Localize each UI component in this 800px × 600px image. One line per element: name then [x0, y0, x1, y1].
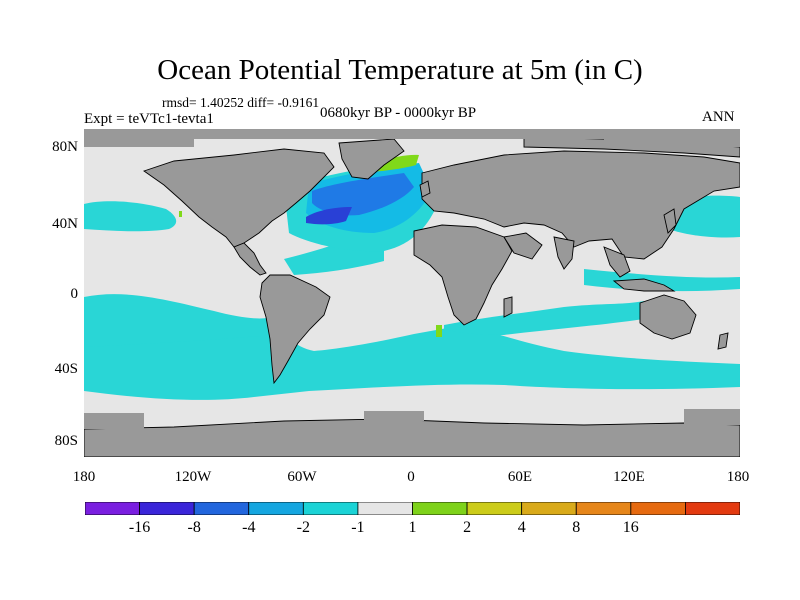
labrador-core	[306, 207, 352, 225]
colorbar-box-6	[412, 502, 468, 515]
cool-anomaly-regions-stronger	[312, 173, 414, 216]
plot-title: Ocean Potential Temperature at 5m (in C)	[157, 54, 643, 86]
arabia	[503, 232, 543, 260]
south-indian-band	[444, 301, 644, 335]
lon-label-120e: 120E	[613, 469, 645, 485]
colorbar-box-10	[630, 502, 686, 515]
land-masses	[84, 136, 740, 457]
lat-label-80s: 80S	[54, 433, 78, 449]
arctic-block-2	[84, 139, 194, 147]
lon-label-120w: 120W	[174, 469, 212, 485]
lon-label-180e: 180	[726, 469, 750, 485]
season-label: ANN	[702, 109, 735, 125]
colorbar-label-3: -2	[296, 519, 310, 536]
lat-label-40s: 40S	[54, 361, 78, 377]
colorbar-box-2	[193, 502, 250, 515]
lat-label-40n: 40N	[52, 216, 78, 232]
colorbar-label-7: 4	[517, 519, 526, 536]
antarctic-block-3	[684, 409, 740, 425]
temperature-anomaly-map	[84, 129, 740, 457]
greenland	[338, 138, 405, 180]
rmsd-diff-stats: rmsd= 1.40252 diff= -0.9161	[162, 95, 320, 110]
indonesia	[612, 278, 676, 292]
colorbar-box-1	[139, 502, 195, 515]
benguela-warm	[436, 325, 442, 337]
antarctic-block-2	[364, 411, 424, 421]
africa	[413, 224, 513, 326]
north-america	[143, 148, 335, 248]
india	[553, 236, 575, 270]
pacific-warm-spot	[179, 211, 182, 217]
colorbar-label-1: -8	[187, 519, 201, 536]
arctic-block-3	[604, 139, 740, 147]
australia	[639, 294, 697, 340]
arctic-block-1	[84, 129, 740, 139]
colorbar-label-9: 16	[622, 519, 639, 536]
madagascar	[503, 296, 513, 318]
colorbar-label-5: 1	[408, 519, 417, 536]
colorbar-label-2: -4	[242, 519, 256, 536]
lon-label-180w: 180	[72, 469, 96, 485]
southeast-asia	[603, 246, 631, 278]
colorbar-box-4	[302, 502, 359, 515]
uk	[419, 180, 431, 198]
gulf-stream-region	[312, 173, 414, 216]
lat-label-80n: 80N	[52, 139, 78, 155]
north-pacific-west	[84, 201, 177, 232]
colorbar-box-7	[466, 502, 523, 515]
south-pacific-band	[84, 294, 274, 347]
lon-label-0: 0	[407, 469, 415, 485]
colorbar-box-0	[85, 502, 140, 515]
colorbar-label-8: 8	[572, 519, 581, 536]
eurasia	[421, 150, 740, 260]
grid-land-blocks	[84, 129, 740, 429]
central-america	[233, 242, 267, 276]
cool-anomaly-regions-strongest	[306, 207, 352, 225]
colorbar-box-11	[685, 502, 740, 515]
colorbar-label-0: -16	[128, 519, 151, 536]
colorbar-box-5	[357, 502, 413, 515]
lat-label-0: 0	[70, 286, 79, 302]
time-period-label: 0680kyr BP - 0000kyr BP	[320, 105, 477, 121]
colorbar	[85, 502, 740, 515]
japan	[663, 208, 677, 234]
colorbar-box-9	[575, 502, 632, 515]
experiment-label: Expt = teVTc1-tevta1	[84, 111, 214, 127]
south-america	[259, 274, 331, 385]
colorbar-box-3	[248, 502, 304, 515]
colorbar-box-8	[521, 502, 577, 515]
colorbar-label-4: -1	[351, 519, 365, 536]
new-zealand	[717, 332, 729, 350]
antarctic-block-1	[84, 413, 144, 429]
lon-label-60w: 60W	[287, 469, 317, 485]
lon-label-60e: 60E	[507, 469, 533, 485]
southern-ocean-band	[84, 325, 740, 400]
colorbar-label-6: 2	[463, 519, 472, 536]
antarctica	[84, 418, 740, 457]
world-map-panel	[84, 129, 740, 457]
